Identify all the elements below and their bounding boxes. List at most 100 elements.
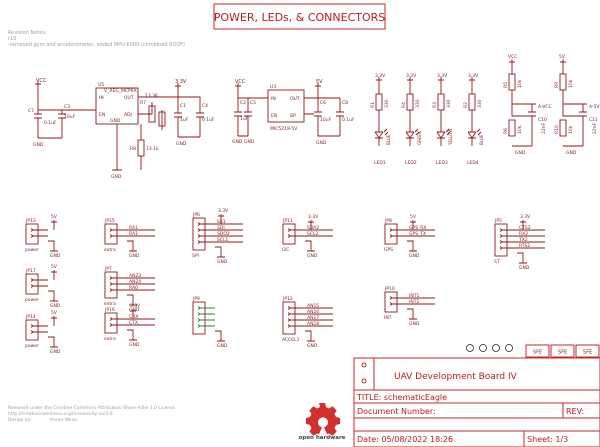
res-r7-val: 13.3K xyxy=(145,93,159,99)
board-name: UAV Development Board IV xyxy=(394,372,518,382)
connector-ref: JP13 xyxy=(25,218,36,224)
connector-ref: JP14 xyxy=(25,314,36,320)
connector-pin-label: GPS_RX xyxy=(409,225,427,231)
connector-pin-label: RA1 xyxy=(129,231,138,237)
divider-rtop-val: 10k xyxy=(517,79,523,88)
connector-pin-label: AN18 xyxy=(307,321,319,327)
divider-node-label: A-5V xyxy=(589,104,600,110)
logo-caption: open hardware xyxy=(299,435,346,441)
led-color-label: YELLOW xyxy=(448,129,453,146)
license-line-1: Released under the Creative Commons Attr… xyxy=(8,405,176,411)
document-number-label: Document Number: xyxy=(357,407,436,416)
connector-pin-label: INT2 xyxy=(409,299,419,305)
revision-notes-rev: r10 xyxy=(8,36,16,42)
gnd-label: GND xyxy=(519,265,530,271)
gnd-label: GND xyxy=(129,253,140,259)
connector-ref: JP7 xyxy=(104,266,112,272)
connector-function-label: ACCEL1 xyxy=(282,337,300,343)
connector-function-label: ST xyxy=(494,259,500,265)
connector-pin-label: GPS_TX xyxy=(409,231,426,237)
gnd-label: GND xyxy=(50,253,61,259)
connector-function-label: power xyxy=(25,247,39,253)
gnd-label: GND xyxy=(217,343,228,349)
vcc-label: VCC xyxy=(36,78,47,84)
v5-label: 5V xyxy=(559,54,566,60)
connector-pin-label: SDO2 xyxy=(217,231,230,237)
gnd-label: GND xyxy=(409,253,420,259)
led-2: 3.3V R4 330 GREEN LED2 xyxy=(401,73,422,166)
gnd-label: GND xyxy=(307,253,318,259)
u5-pin-in: IN xyxy=(99,95,104,101)
connector-rail-label: 3.3V xyxy=(520,214,531,220)
connector-ref: JP6 xyxy=(192,212,200,218)
divider-cap-ref: C10 xyxy=(538,117,547,123)
cap-c6-ref: C6 xyxy=(320,100,326,106)
v33-label: 3.3V xyxy=(175,79,187,85)
connector-pin-label: AN15 xyxy=(307,303,319,309)
connector-function-label: extra xyxy=(104,301,116,307)
cap-c5-ref: C5 xyxy=(250,100,256,106)
gnd-label: GND xyxy=(33,142,44,148)
connector-pin-label: RA1 xyxy=(129,225,138,231)
led-resistor-ref: R2 xyxy=(463,102,469,108)
gnd-label: GND xyxy=(129,342,140,348)
vcc-label: VCC xyxy=(508,54,517,60)
v33-label: 3.3V xyxy=(437,73,448,79)
rev-label: REV: xyxy=(566,407,584,416)
mount-hole-icon xyxy=(479,344,487,352)
connector-rail-label: 5V xyxy=(410,214,417,220)
gnd-label: GND xyxy=(566,150,577,156)
divider-cap-val: 22nF xyxy=(541,122,547,134)
sheet-title-box xyxy=(213,3,386,30)
connector-pin-label: RTS2 xyxy=(519,243,530,249)
cap-c3-val: 10uF xyxy=(64,114,76,120)
connector-ref: JP17 xyxy=(25,268,36,274)
connector-ref: JP11 xyxy=(282,218,293,224)
revision-notes-change: -removed gyro and accelerometer, added M… xyxy=(8,42,185,48)
mount-hole-icon xyxy=(466,344,474,352)
led-color-label: BLUE xyxy=(479,134,484,145)
u3-pin-out: OUT xyxy=(290,96,300,102)
led-color-label: BLUE xyxy=(386,134,391,145)
led-color-label: GREEN xyxy=(417,131,422,145)
mount-hole-icon xyxy=(505,344,513,352)
v33-label: 3.3V xyxy=(406,73,417,79)
led-resistor-val: 330 xyxy=(415,99,421,108)
u5-pin-en: EN xyxy=(99,112,105,118)
led-resistor-val: 330 xyxy=(446,99,452,108)
cap-c2-val: 1uF xyxy=(240,116,249,122)
gnd-label: GND xyxy=(409,321,420,327)
license-design-by: Design by: xyxy=(8,417,32,423)
led-resistor-val: 330 xyxy=(477,99,483,108)
led-resistor-ref: R1 xyxy=(370,102,376,108)
led-ref: LED3 xyxy=(436,160,448,166)
connector-ref: JP9 xyxy=(192,296,200,302)
connector-ref: JP8 xyxy=(384,218,392,224)
title-block: UAV Development Board IV TITLE: schemati… xyxy=(353,344,600,447)
gnd-label: GND xyxy=(217,259,228,265)
u3-part: MIC5219-5V xyxy=(270,126,298,132)
gnd-label: GND xyxy=(232,139,243,145)
cap-c2-ref: C2 xyxy=(240,100,246,106)
cap-c6-val: 10uF xyxy=(320,117,332,123)
led-resistor-ref: R4 xyxy=(401,102,407,108)
connector-pin-label: INT1 xyxy=(409,293,419,299)
divider-rbot-val: 10k xyxy=(517,125,523,134)
u5-part: V_REG_MCP6X xyxy=(104,88,137,94)
cap-c1-val: 1uF xyxy=(180,117,189,123)
divider-rtop-val: 10k xyxy=(568,79,574,88)
u3-ref: U3 xyxy=(270,84,276,90)
gnd-label: GND xyxy=(244,139,255,145)
gnd-label: GND xyxy=(129,307,140,313)
divider-rbot-val: 10k xyxy=(568,125,574,134)
u5-pin-out: OUT xyxy=(124,95,134,101)
connector-ref: JP16 xyxy=(104,307,115,313)
gnd-label: GND xyxy=(111,174,122,180)
connector-pin-label: TX2 xyxy=(518,237,528,243)
gnd-label: GND xyxy=(50,349,61,355)
